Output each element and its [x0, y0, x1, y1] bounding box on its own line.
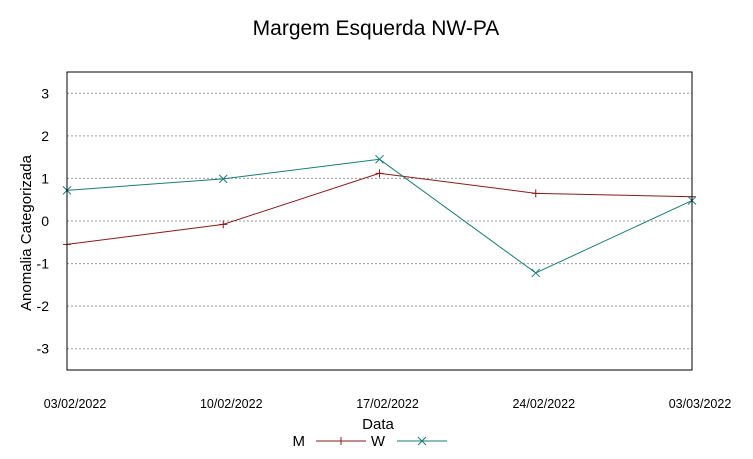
grid-lines — [67, 92, 692, 350]
series-m — [63, 169, 696, 249]
y-tick-label: 3 — [41, 85, 49, 101]
x-axis-ticks: 03/02/2022 10/02/2022 17/02/2022 24/02/2022… — [44, 397, 732, 411]
series-w — [62, 154, 697, 278]
data-point — [219, 220, 228, 229]
chart-title: Margem Esquerda NW-PA — [253, 17, 500, 40]
x-tick-label: 24/02/2022 — [512, 397, 575, 411]
legend-label: M — [293, 433, 306, 450]
legend-marker — [337, 437, 345, 445]
legend-item-w: W — [371, 433, 447, 450]
y-tick-label: 2 — [41, 128, 49, 144]
x-axis-label: Data — [362, 416, 394, 433]
data-point — [531, 268, 541, 278]
y-axis-ticks: -3 -2 -1 0 1 2 3 — [37, 85, 50, 356]
data-point — [375, 169, 384, 178]
y-tick-label: 1 — [41, 170, 49, 186]
data-point — [531, 189, 540, 198]
y-tick-label: 0 — [41, 213, 49, 229]
legend-label: W — [371, 433, 386, 450]
data-point — [218, 174, 228, 184]
legend-item-m: M — [293, 433, 366, 450]
y-tick-label: -2 — [37, 298, 50, 314]
series-line — [66, 172, 693, 245]
y-axis-label: Anomalia Categorizada — [18, 154, 35, 311]
series-layer — [62, 154, 697, 278]
y-tick-label: -3 — [37, 341, 50, 357]
x-tick-label: 03/02/2022 — [44, 397, 107, 411]
legend-marker — [417, 436, 427, 446]
y-tick-label: -1 — [37, 256, 50, 272]
x-tick-label: 03/03/2022 — [669, 397, 732, 411]
x-tick-label: 10/02/2022 — [200, 397, 263, 411]
plot-frame — [66, 71, 693, 371]
x-tick-label: 17/02/2022 — [356, 397, 419, 411]
data-point — [375, 154, 384, 164]
